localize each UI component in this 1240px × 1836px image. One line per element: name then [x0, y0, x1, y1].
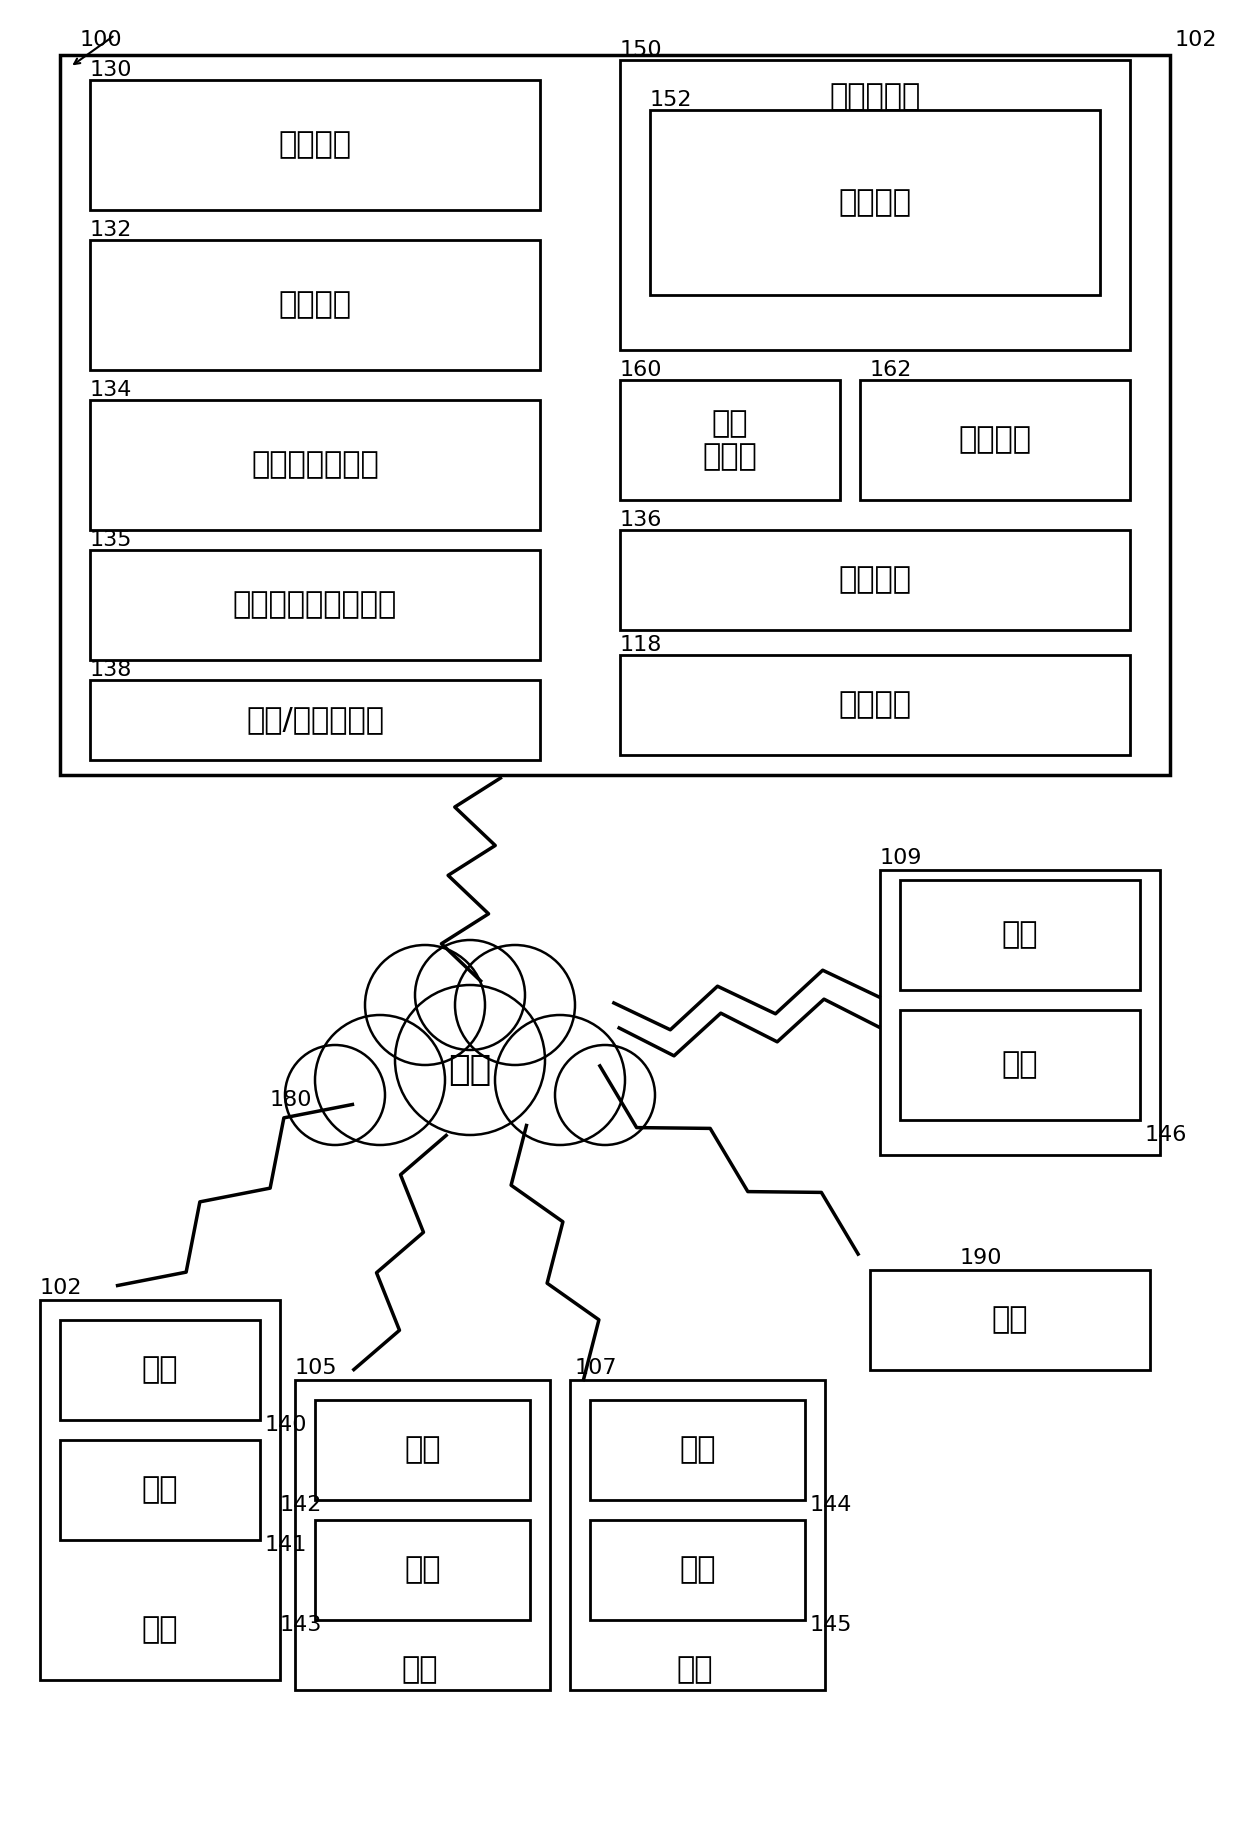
Bar: [40, 1300, 280, 1680]
Bar: [570, 1381, 825, 1689]
Text: 网络接口: 网络接口: [838, 690, 911, 720]
Text: 天气预测: 天气预测: [838, 187, 911, 217]
Text: 130: 130: [91, 61, 133, 81]
Text: 田地: 田地: [1002, 920, 1038, 949]
Bar: [60, 55, 1171, 775]
Bar: [861, 380, 1130, 499]
Text: 成本/价格数据库: 成本/价格数据库: [246, 705, 384, 734]
Text: 144: 144: [810, 1495, 852, 1515]
Ellipse shape: [415, 940, 525, 1050]
Text: 机器: 机器: [404, 1436, 440, 1465]
Bar: [91, 241, 539, 371]
Text: 机具: 机具: [680, 1555, 715, 1584]
Bar: [315, 1401, 529, 1500]
Text: 136: 136: [620, 510, 662, 531]
Text: 机具: 机具: [141, 1476, 179, 1504]
Text: 机器: 机器: [680, 1436, 715, 1465]
Text: 设备: 设备: [992, 1305, 1028, 1335]
Text: 162: 162: [870, 360, 913, 380]
Text: 作物预测: 作物预测: [959, 426, 1032, 455]
Text: 天气存储器: 天气存储器: [830, 83, 920, 110]
Text: 图像
数据库: 图像 数据库: [703, 409, 758, 472]
Text: 109: 109: [880, 848, 923, 868]
Ellipse shape: [315, 1015, 445, 1146]
Text: 田地: 田地: [141, 1616, 179, 1645]
Bar: [620, 380, 839, 499]
Text: 100: 100: [81, 29, 123, 50]
Text: 118: 118: [620, 635, 662, 655]
Text: 105: 105: [295, 1359, 337, 1379]
Text: 处理系统: 处理系统: [279, 290, 351, 319]
Bar: [900, 1010, 1140, 1120]
Text: 102: 102: [1176, 29, 1218, 50]
Text: 机器: 机器: [1002, 1050, 1038, 1080]
Bar: [315, 1520, 529, 1619]
Ellipse shape: [285, 1045, 384, 1146]
Text: 机具: 机具: [404, 1555, 440, 1584]
Ellipse shape: [495, 1015, 625, 1146]
Text: 机器: 机器: [141, 1355, 179, 1384]
Bar: [620, 655, 1130, 755]
Bar: [60, 1320, 260, 1419]
Text: 田地信息数据库: 田地信息数据库: [252, 450, 379, 479]
Bar: [295, 1381, 551, 1689]
Bar: [91, 400, 539, 531]
Bar: [880, 870, 1159, 1155]
Text: 田地: 田地: [402, 1656, 438, 1684]
Text: 农业措施信息数据库: 农业措施信息数据库: [233, 591, 397, 619]
Text: 138: 138: [91, 659, 133, 679]
Text: 150: 150: [620, 40, 662, 61]
Bar: [650, 110, 1100, 296]
Text: 田地: 田地: [677, 1656, 713, 1684]
Ellipse shape: [455, 946, 575, 1065]
Bar: [620, 61, 1130, 351]
Text: 存储介质: 存储介质: [838, 565, 911, 595]
Text: 135: 135: [91, 531, 133, 551]
Bar: [91, 551, 539, 659]
Text: 网络: 网络: [449, 1054, 491, 1087]
Text: 143: 143: [280, 1616, 322, 1636]
Text: 142: 142: [280, 1495, 322, 1515]
Bar: [60, 1439, 260, 1540]
Bar: [590, 1520, 805, 1619]
Text: 134: 134: [91, 380, 133, 400]
Bar: [590, 1401, 805, 1500]
Text: 141: 141: [265, 1535, 308, 1555]
Bar: [91, 81, 539, 209]
Ellipse shape: [556, 1045, 655, 1146]
Bar: [870, 1271, 1149, 1370]
Bar: [620, 531, 1130, 630]
Text: 140: 140: [265, 1416, 308, 1436]
Text: 146: 146: [1145, 1125, 1188, 1146]
Ellipse shape: [365, 946, 485, 1065]
Text: 190: 190: [960, 1248, 1002, 1269]
Text: 145: 145: [810, 1616, 853, 1636]
Bar: [91, 679, 539, 760]
Text: 102: 102: [40, 1278, 83, 1298]
Text: 数据分析: 数据分析: [279, 130, 351, 160]
Ellipse shape: [396, 984, 546, 1135]
Text: 180: 180: [270, 1091, 312, 1111]
Text: 107: 107: [575, 1359, 618, 1379]
Text: 160: 160: [620, 360, 662, 380]
Text: 152: 152: [650, 90, 692, 110]
Text: 132: 132: [91, 220, 133, 241]
Bar: [900, 879, 1140, 990]
